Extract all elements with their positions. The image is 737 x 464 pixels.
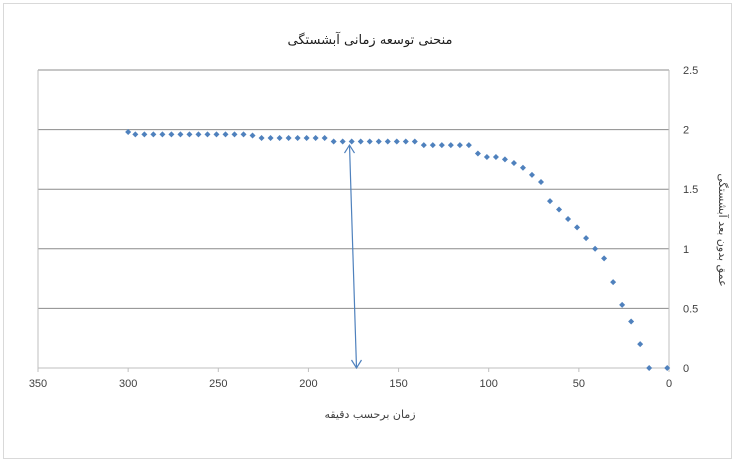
data-point bbox=[465, 142, 472, 149]
data-point bbox=[159, 131, 166, 138]
data-point bbox=[583, 235, 590, 242]
data-point bbox=[519, 164, 526, 171]
data-point bbox=[276, 134, 283, 141]
data-point bbox=[456, 142, 463, 149]
data-point bbox=[547, 198, 554, 205]
x-tick-label: 0 bbox=[666, 378, 672, 390]
y-tick-label: 2 bbox=[683, 125, 689, 137]
data-point bbox=[619, 301, 626, 308]
data-point bbox=[339, 138, 346, 145]
data-point bbox=[195, 131, 202, 138]
data-point bbox=[492, 154, 499, 161]
x-tick-label: 100 bbox=[480, 378, 498, 390]
arrow-shaft bbox=[348, 145, 358, 369]
data-point bbox=[574, 224, 581, 231]
data-point bbox=[285, 134, 292, 141]
data-point bbox=[664, 365, 671, 371]
data-point bbox=[240, 131, 247, 138]
data-point bbox=[601, 255, 608, 262]
y-tick-label: 1.5 bbox=[683, 184, 698, 196]
data-point bbox=[483, 154, 490, 161]
data-point bbox=[168, 131, 175, 138]
y-tick-label: 0.5 bbox=[683, 303, 698, 315]
data-point bbox=[177, 131, 184, 138]
data-point bbox=[186, 131, 193, 138]
data-point bbox=[150, 131, 157, 138]
y-tick-label: 0 bbox=[683, 363, 689, 375]
data-point bbox=[537, 179, 544, 186]
data-point bbox=[222, 131, 229, 138]
data-point bbox=[510, 159, 517, 166]
data-point bbox=[501, 156, 508, 163]
y-tick-labels: 0 0.5 1 1.5 2 2.5 bbox=[683, 65, 698, 375]
data-point bbox=[231, 131, 238, 138]
data-point bbox=[438, 142, 445, 149]
data-points bbox=[125, 128, 671, 371]
annotation-arrow bbox=[343, 143, 363, 370]
data-point bbox=[411, 138, 418, 145]
x-tick-label: 50 bbox=[573, 378, 585, 390]
data-point bbox=[303, 134, 310, 141]
data-point bbox=[420, 142, 427, 149]
data-point bbox=[204, 131, 211, 138]
y-axis-label: عمق بدون بعد آبشستگی bbox=[715, 173, 730, 286]
data-point bbox=[556, 206, 563, 213]
data-point bbox=[610, 279, 617, 286]
y-tick-label: 2.5 bbox=[683, 65, 698, 77]
data-point bbox=[348, 138, 355, 145]
data-point bbox=[312, 134, 319, 141]
data-point bbox=[366, 138, 373, 145]
x-axis-label: زمان برحسب دقیقه bbox=[324, 408, 415, 421]
data-point bbox=[384, 138, 391, 145]
data-point bbox=[213, 131, 220, 138]
arrow-head-bottom bbox=[350, 359, 363, 370]
x-tick-label: 200 bbox=[299, 378, 317, 390]
data-point bbox=[565, 216, 572, 222]
data-point bbox=[141, 131, 148, 138]
data-point bbox=[267, 134, 274, 141]
data-point bbox=[258, 134, 265, 141]
data-point bbox=[592, 245, 599, 252]
x-tick-label: 300 bbox=[119, 378, 137, 390]
arrow-head-top bbox=[343, 143, 356, 154]
gridlines bbox=[37, 69, 670, 369]
data-point bbox=[125, 128, 132, 135]
data-point bbox=[330, 138, 337, 145]
data-point bbox=[132, 131, 139, 138]
data-point bbox=[447, 142, 454, 149]
data-point bbox=[628, 318, 635, 325]
data-point bbox=[294, 134, 301, 141]
data-point bbox=[528, 171, 535, 178]
x-tick-label: 250 bbox=[209, 378, 227, 390]
data-point bbox=[429, 142, 436, 149]
x-tick-label: 150 bbox=[389, 378, 407, 390]
data-point bbox=[249, 132, 256, 139]
y-tick-label: 1 bbox=[683, 244, 689, 256]
data-point bbox=[637, 341, 644, 348]
x-tick-labels: 0 50 100 150 200 250 300 350 bbox=[29, 368, 672, 390]
data-point bbox=[357, 138, 364, 145]
data-point bbox=[393, 138, 400, 145]
data-point bbox=[474, 150, 481, 157]
chart-area bbox=[3, 3, 732, 459]
chart-title: منحنی توسعه زمانی آبشستگی bbox=[288, 31, 453, 48]
data-point bbox=[402, 138, 409, 145]
data-point bbox=[375, 138, 382, 145]
data-point bbox=[321, 134, 328, 141]
x-tick-label: 350 bbox=[29, 378, 47, 390]
data-point bbox=[646, 365, 653, 371]
